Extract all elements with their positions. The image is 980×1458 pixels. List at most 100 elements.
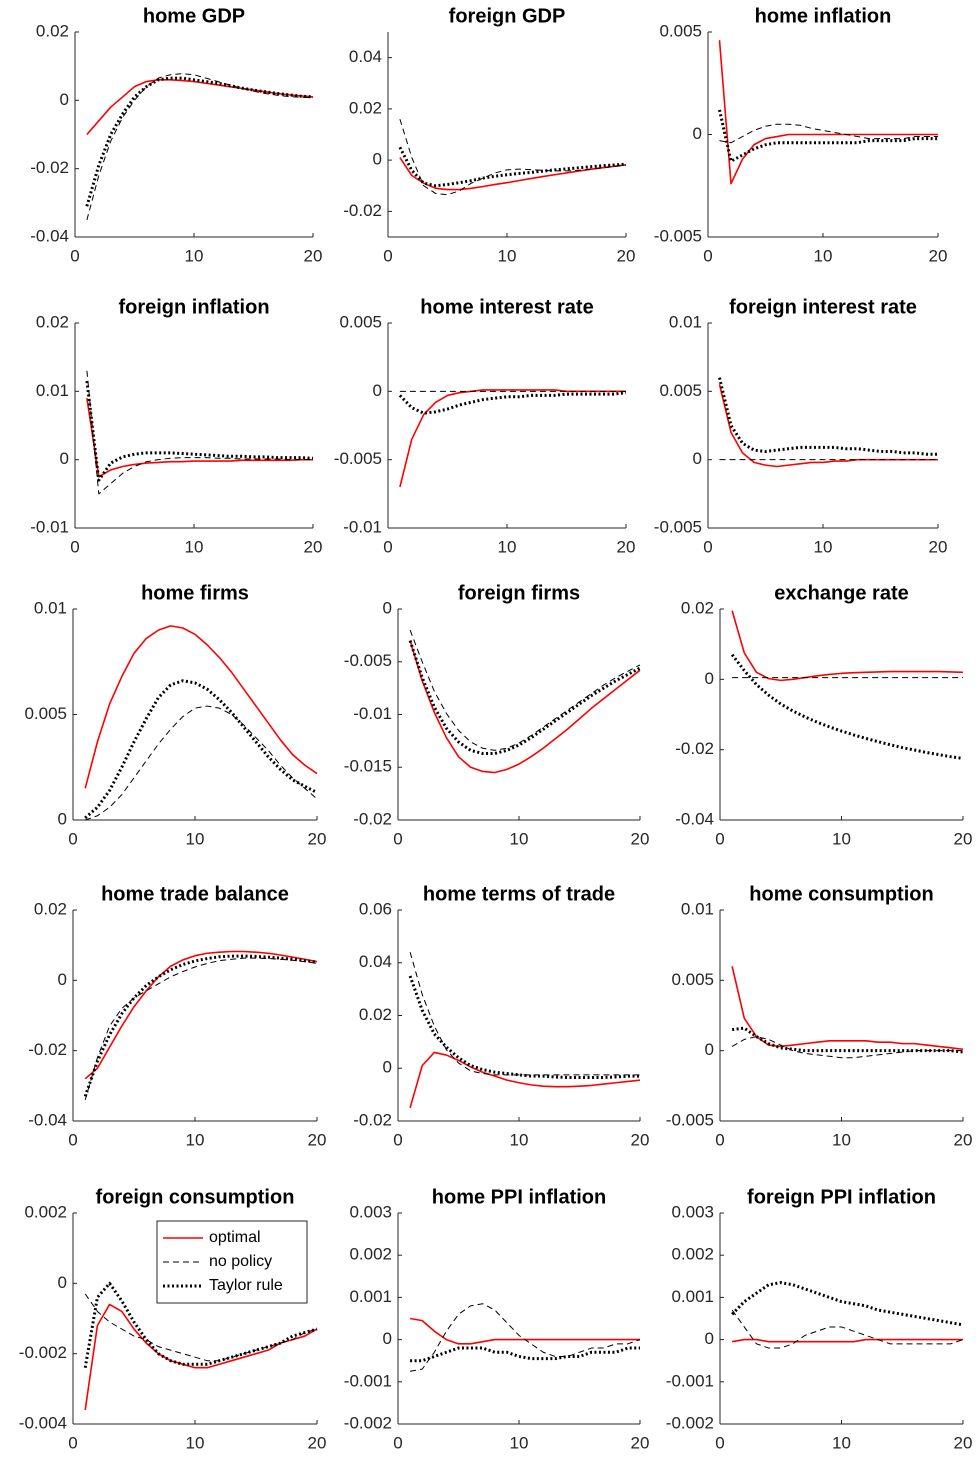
series-line: [86, 398, 313, 478]
x-tick-label: 0: [68, 1433, 77, 1452]
y-tick-label: -0.002: [19, 1343, 67, 1362]
x-tick-label: 10: [814, 537, 833, 556]
x-tick-label: 10: [510, 1130, 529, 1149]
series-line: [719, 123, 938, 144]
x-tick-label: 0: [383, 537, 392, 556]
series-line: [718, 109, 938, 163]
x-tick-label: 10: [814, 246, 833, 265]
panel: foreign GDP -0.02 0 0.02 0.04 0 10 20: [343, 5, 635, 265]
y-tick-label: -0.001: [344, 1371, 392, 1390]
series-line: [410, 1346, 640, 1363]
panel: foreign firms -0.02 -0.015 -0.01 -0.005 0 0 10 2…: [344, 582, 650, 848]
panel-title: home trade balance: [101, 883, 289, 905]
series-line: [83, 1281, 318, 1368]
panel-title: home consumption: [749, 883, 933, 905]
x-tick-label: 0: [393, 829, 402, 848]
y-tick-label: 0: [705, 1329, 714, 1348]
y-tick-label: 0.01: [669, 312, 702, 331]
x-tick-label: 0: [68, 1130, 77, 1149]
y-tick-label: 0.02: [349, 98, 382, 117]
x-tick-label: 20: [308, 1130, 327, 1149]
x-tick-label: 20: [929, 537, 948, 556]
x-tick-label: 10: [186, 1130, 205, 1149]
y-tick-label: -0.01: [30, 517, 69, 536]
panel: home PPI inflation -0.002 -0.001 0 0.001 0.00…: [344, 1186, 650, 1452]
panel-title: foreign firms: [458, 582, 580, 604]
y-tick-label: -0.001: [666, 1371, 714, 1390]
y-tick-label: 0: [58, 970, 67, 989]
y-tick-label: -0.004: [19, 1413, 67, 1432]
y-tick-label: 0: [383, 598, 392, 617]
panel-title: home terms of trade: [423, 883, 615, 905]
y-tick-label: -0.002: [344, 1413, 392, 1432]
y-tick-label: 0.001: [671, 1287, 714, 1306]
series-line: [409, 952, 640, 1076]
panel: foreign PPI inflation -0.002 -0.001 0 0.001 0…: [666, 1186, 973, 1452]
series-line: [718, 40, 938, 185]
x-tick-label: 10: [185, 537, 204, 556]
series-line: [85, 380, 314, 482]
y-tick-label: 0: [373, 150, 382, 169]
x-tick-label: 0: [715, 1130, 724, 1149]
y-tick-label: 0.001: [349, 1287, 392, 1306]
series-line: [731, 610, 964, 682]
y-tick-label: 0: [58, 1273, 67, 1292]
series-line: [398, 391, 627, 415]
y-tick-label: 0: [373, 381, 382, 400]
series-line: [85, 76, 314, 207]
series-line: [409, 1051, 641, 1109]
panel-title: exchange rate: [774, 582, 909, 604]
panel-title: foreign inflation: [118, 296, 269, 318]
panel: home GDP -0.04 -0.02 0 0.02 0 10 20: [30, 5, 322, 265]
panel-title: foreign interest rate: [729, 296, 917, 318]
y-tick-label: 0: [58, 809, 67, 828]
panel-title: home GDP: [143, 5, 245, 27]
series-line: [399, 389, 626, 488]
panel-title: home interest rate: [420, 296, 593, 318]
panel-title: home PPI inflation: [432, 1186, 606, 1208]
y-tick-label: -0.02: [28, 1040, 67, 1059]
y-tick-label: -0.005: [654, 226, 702, 245]
x-tick-label: 20: [308, 829, 327, 848]
panel-title: home firms: [141, 582, 249, 604]
series-line: [84, 957, 318, 1101]
y-tick-label: -0.02: [30, 158, 69, 177]
x-tick-label: 10: [186, 829, 205, 848]
x-tick-label: 20: [617, 537, 636, 556]
y-tick-label: 0.003: [349, 1202, 392, 1221]
x-tick-label: 20: [304, 537, 323, 556]
series-line: [84, 625, 318, 789]
y-tick-label: 0: [693, 124, 702, 143]
y-tick-label: -0.005: [654, 517, 702, 536]
series-line: [84, 1293, 318, 1362]
x-tick-label: 20: [617, 246, 636, 265]
x-tick-label: 0: [393, 1130, 402, 1149]
x-tick-label: 10: [510, 1433, 529, 1452]
x-tick-label: 20: [954, 1433, 973, 1452]
y-tick-label: -0.02: [353, 809, 392, 828]
panel: exchange rate -0.04 -0.02 0 0.02 0 10 20: [675, 582, 972, 848]
series-line: [85, 705, 318, 821]
y-tick-label: 0.005: [339, 312, 382, 331]
series-line: [83, 954, 318, 1097]
panel-title: foreign PPI inflation: [747, 1186, 936, 1208]
y-tick-label: 0.02: [36, 21, 69, 40]
panel-title: foreign GDP: [449, 5, 566, 27]
panel: home firms 0 0.005 0.01 0 10 20: [24, 582, 326, 848]
y-tick-label: 0.04: [359, 952, 392, 971]
x-tick-label: 10: [832, 1433, 851, 1452]
x-tick-label: 0: [393, 1433, 402, 1452]
y-tick-label: -0.02: [353, 1110, 392, 1129]
y-tick-label: -0.002: [666, 1413, 714, 1432]
panel: foreign consumption -0.004 -0.002 0 0.002 0 10…: [19, 1186, 327, 1452]
x-tick-label: 0: [715, 1433, 724, 1452]
legend-label: Taylor rule: [209, 1277, 283, 1294]
series-line: [86, 79, 314, 136]
series-line: [409, 640, 641, 774]
series-line: [731, 1036, 963, 1059]
x-tick-label: 10: [186, 1433, 205, 1452]
